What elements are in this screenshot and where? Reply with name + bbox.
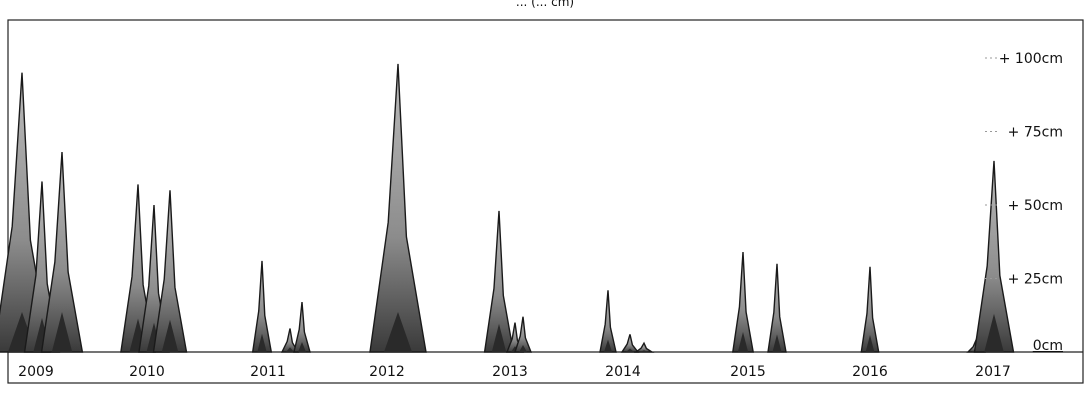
peak-core-2011-3 <box>298 342 306 352</box>
peak-2009-3 <box>40 152 84 353</box>
x-tick-label-2009: 2009 <box>18 364 54 380</box>
x-tick-label-2012: 2012 <box>369 364 405 380</box>
peak-2012-1 <box>369 63 427 353</box>
peak-2013-3 <box>514 316 533 353</box>
peak-core-2009-3 <box>51 312 73 352</box>
peak-core-2016-1 <box>865 334 875 352</box>
peak-core-2013-1 <box>491 323 507 352</box>
peak-core-2014-2 <box>626 348 634 352</box>
y-tick-label: + 75cm <box>1008 125 1063 141</box>
x-tick-label-2017: 2017 <box>975 364 1011 380</box>
x-tick-label-2015: 2015 <box>730 364 766 380</box>
peak-core-2014-3 <box>640 350 648 352</box>
x-tick-label-2011: 2011 <box>250 364 286 380</box>
peak-core-2012-1 <box>384 312 412 352</box>
peak-core-2015-2 <box>772 334 782 352</box>
y-tick-label: 0cm <box>1033 338 1063 354</box>
plot-frame <box>7 19 1084 384</box>
peak-core-2015-1 <box>737 332 749 352</box>
peak-core-2013-3 <box>519 344 527 352</box>
peak-core-2017-2 <box>984 313 1004 352</box>
x-ticks-layer: 2009 2010 2011 2012 2013 2014 2015 2016 2017 <box>18 364 1011 380</box>
y-tick-label: + 25cm <box>1008 272 1063 288</box>
peak-2010-3 <box>152 190 188 353</box>
peak-core-2010-3 <box>161 319 179 352</box>
x-tick-label-2013: 2013 <box>492 364 528 380</box>
peak-core-2011-2 <box>286 347 294 352</box>
y-tick-label: + 100cm <box>999 51 1063 67</box>
peak-2014-3 <box>633 341 655 353</box>
y-ticks-layer: 0cm + 25cm + 50cm + 75cm + 100cm <box>985 51 1063 354</box>
x-tick-label-2016: 2016 <box>852 364 888 380</box>
peak-core-2011-1 <box>257 333 267 352</box>
x-tick-label-2010: 2010 <box>129 364 165 380</box>
peak-2015-2 <box>767 263 787 353</box>
peak-core-2014-1 <box>604 339 612 352</box>
peak-2011-3 <box>293 301 311 353</box>
peak-2017-2 <box>973 160 1015 353</box>
y-tick-label: + 50cm <box>1008 198 1063 214</box>
partial-title: ... (... cm) <box>516 0 574 9</box>
x-tick-label-2014: 2014 <box>605 364 641 380</box>
peak-2011-1 <box>251 260 273 353</box>
peaks-layer <box>0 63 1015 353</box>
peak-2016-1 <box>860 266 880 353</box>
peak-2014-1 <box>599 290 617 353</box>
peak-2015-1 <box>731 251 755 353</box>
